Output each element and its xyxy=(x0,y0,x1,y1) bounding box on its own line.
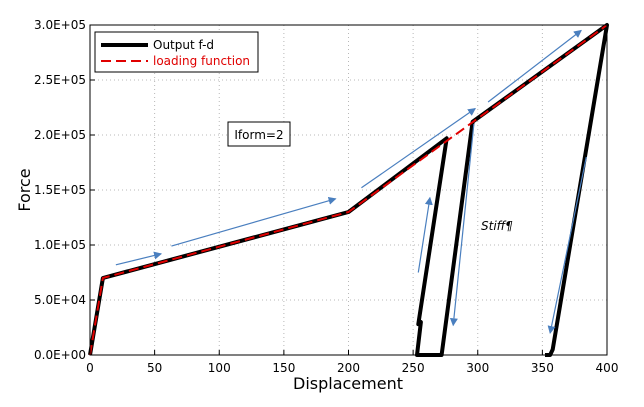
plot-frame xyxy=(89,24,608,356)
y-tick-label: 0.0E+00 xyxy=(34,348,86,362)
y-tick-label: 1.5E+05 xyxy=(34,183,86,197)
x-tick-label: 350 xyxy=(531,361,554,375)
x-tick-label: 100 xyxy=(208,361,231,375)
annotation-arrow xyxy=(487,29,582,103)
x-tick-label: 150 xyxy=(272,361,295,375)
y-tick-label: 3.0E+05 xyxy=(34,18,86,32)
annotation-stiff-text: Stiff¶ xyxy=(481,219,513,233)
x-tick-label: 200 xyxy=(337,361,360,375)
y-axis-label: Force xyxy=(15,168,34,211)
annotation-arrow xyxy=(361,108,476,189)
x-axis-ticks: 0 50 100 150 200 250 300 350 400 xyxy=(86,350,618,375)
series-loading-function-line xyxy=(89,24,608,356)
annotation-iform-box xyxy=(227,121,291,147)
y-axis-ticks: 0.0E+00 5.0E+04 1.0E+05 1.5E+05 2.0E+05 2.5E+… xyxy=(34,18,95,362)
annotation-arrow xyxy=(171,196,337,247)
annotation-arrow xyxy=(547,156,587,334)
annotation-arrows xyxy=(115,29,587,334)
y-tick-label: 2.0E+05 xyxy=(34,128,86,142)
y-tick-label: 2.5E+05 xyxy=(34,73,86,87)
x-tick-label: 250 xyxy=(402,361,425,375)
annotation-iform: Iform=2 xyxy=(227,121,291,147)
annotation-iform-text: Iform=2 xyxy=(234,128,283,142)
x-tick-label: 400 xyxy=(596,361,619,375)
y-tick-label: 1.0E+05 xyxy=(34,238,86,252)
annotation-arrow xyxy=(449,123,475,327)
legend-label-loading: loading function xyxy=(153,54,250,68)
x-tick-label: 300 xyxy=(466,361,489,375)
annotation-arrow xyxy=(115,251,163,266)
legend-label-output: Output f-d xyxy=(153,38,214,52)
y-tick-label: 5.0E+04 xyxy=(34,293,86,307)
annotation-arrow xyxy=(417,196,433,273)
x-tick-label: 50 xyxy=(147,361,162,375)
plot-area xyxy=(90,25,607,355)
legend-box xyxy=(94,31,259,73)
legend: Output f-d loading function xyxy=(94,31,259,73)
x-tick-label: 0 xyxy=(86,361,94,375)
x-axis-label: Displacement xyxy=(293,374,403,393)
